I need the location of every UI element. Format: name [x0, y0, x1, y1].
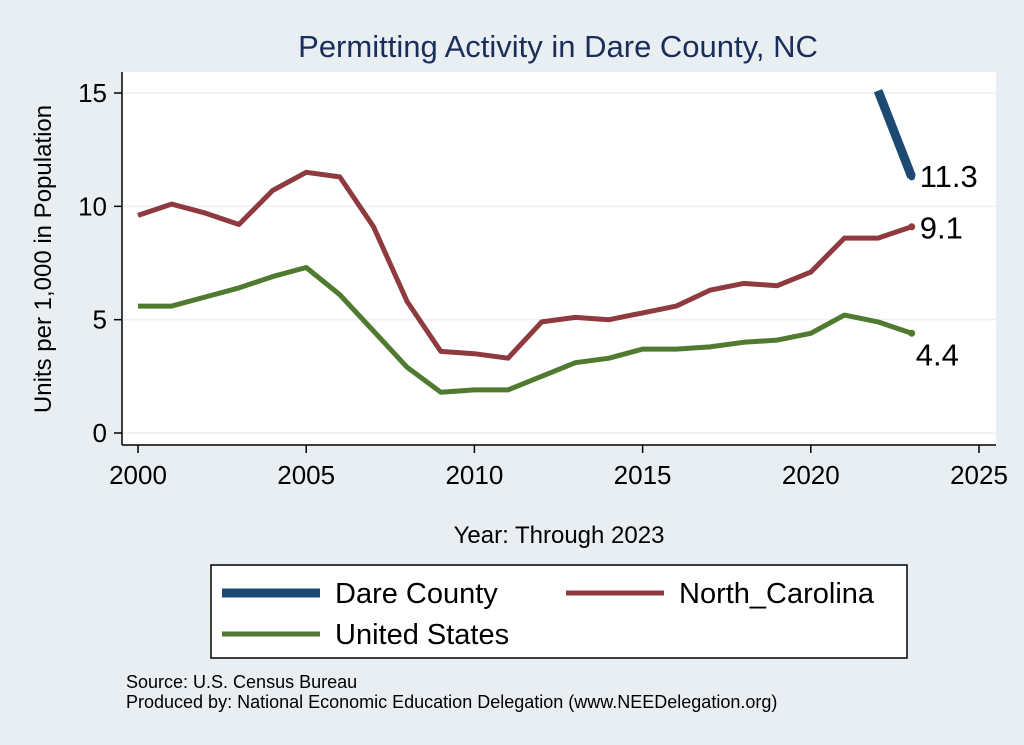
- x-axis-label: Year: Through 2023: [454, 522, 665, 549]
- x-tick-label: 2000: [109, 460, 167, 490]
- dare-county-end-label: 11.3: [920, 159, 978, 194]
- y-tick-label: 10: [78, 191, 107, 221]
- north-carolina-line: [137, 169, 913, 361]
- y-tick-label: 5: [93, 305, 107, 335]
- united-states-end-label: 4.4: [916, 337, 959, 372]
- y-tick-label: 15: [78, 78, 107, 108]
- dare-county-line: [873, 89, 916, 179]
- source-line: Source: U.S. Census Bureau: [126, 672, 358, 692]
- north-carolina-end-label: 9.1: [920, 211, 963, 246]
- united-states-end-marker: [908, 329, 916, 337]
- source-note: Source: U.S. Census Bureau Produced by: …: [126, 672, 777, 712]
- united-states-line: [138, 265, 913, 395]
- north-carolina-end-marker: [908, 223, 916, 231]
- legend-box: [210, 564, 908, 659]
- axis-ticks: 0 5 10 15 2000 2005 2010 2015 2020 2025: [78, 78, 1008, 490]
- y-axis-label: Units per 1,000 in Population: [30, 105, 57, 413]
- x-tick-label: 2020: [782, 460, 840, 490]
- legend-label-north-carolina: North_Carolina: [679, 578, 875, 610]
- plot-area: [122, 72, 996, 445]
- series-lines: [137, 89, 916, 395]
- legend-label-dare-county: Dare County: [335, 578, 498, 610]
- x-tick-label: 2015: [614, 460, 672, 490]
- x-tick-label: 2010: [445, 460, 503, 490]
- chart-title: Permitting Activity in Dare County, NC: [298, 29, 818, 64]
- legend-label-united-states: United States: [335, 619, 509, 651]
- gridlines: [122, 92, 996, 434]
- producer-line: Produced by: National Economic Education…: [126, 692, 778, 712]
- x-tick-label: 2005: [277, 460, 335, 490]
- y-tick-label: 0: [93, 418, 107, 448]
- x-tick-label: 2025: [950, 460, 1008, 490]
- legend: Dare County North_Carolina United States: [222, 578, 875, 651]
- end-labels: 11.3 9.1 4.4: [916, 159, 978, 372]
- dare-county-end-marker: [908, 173, 916, 181]
